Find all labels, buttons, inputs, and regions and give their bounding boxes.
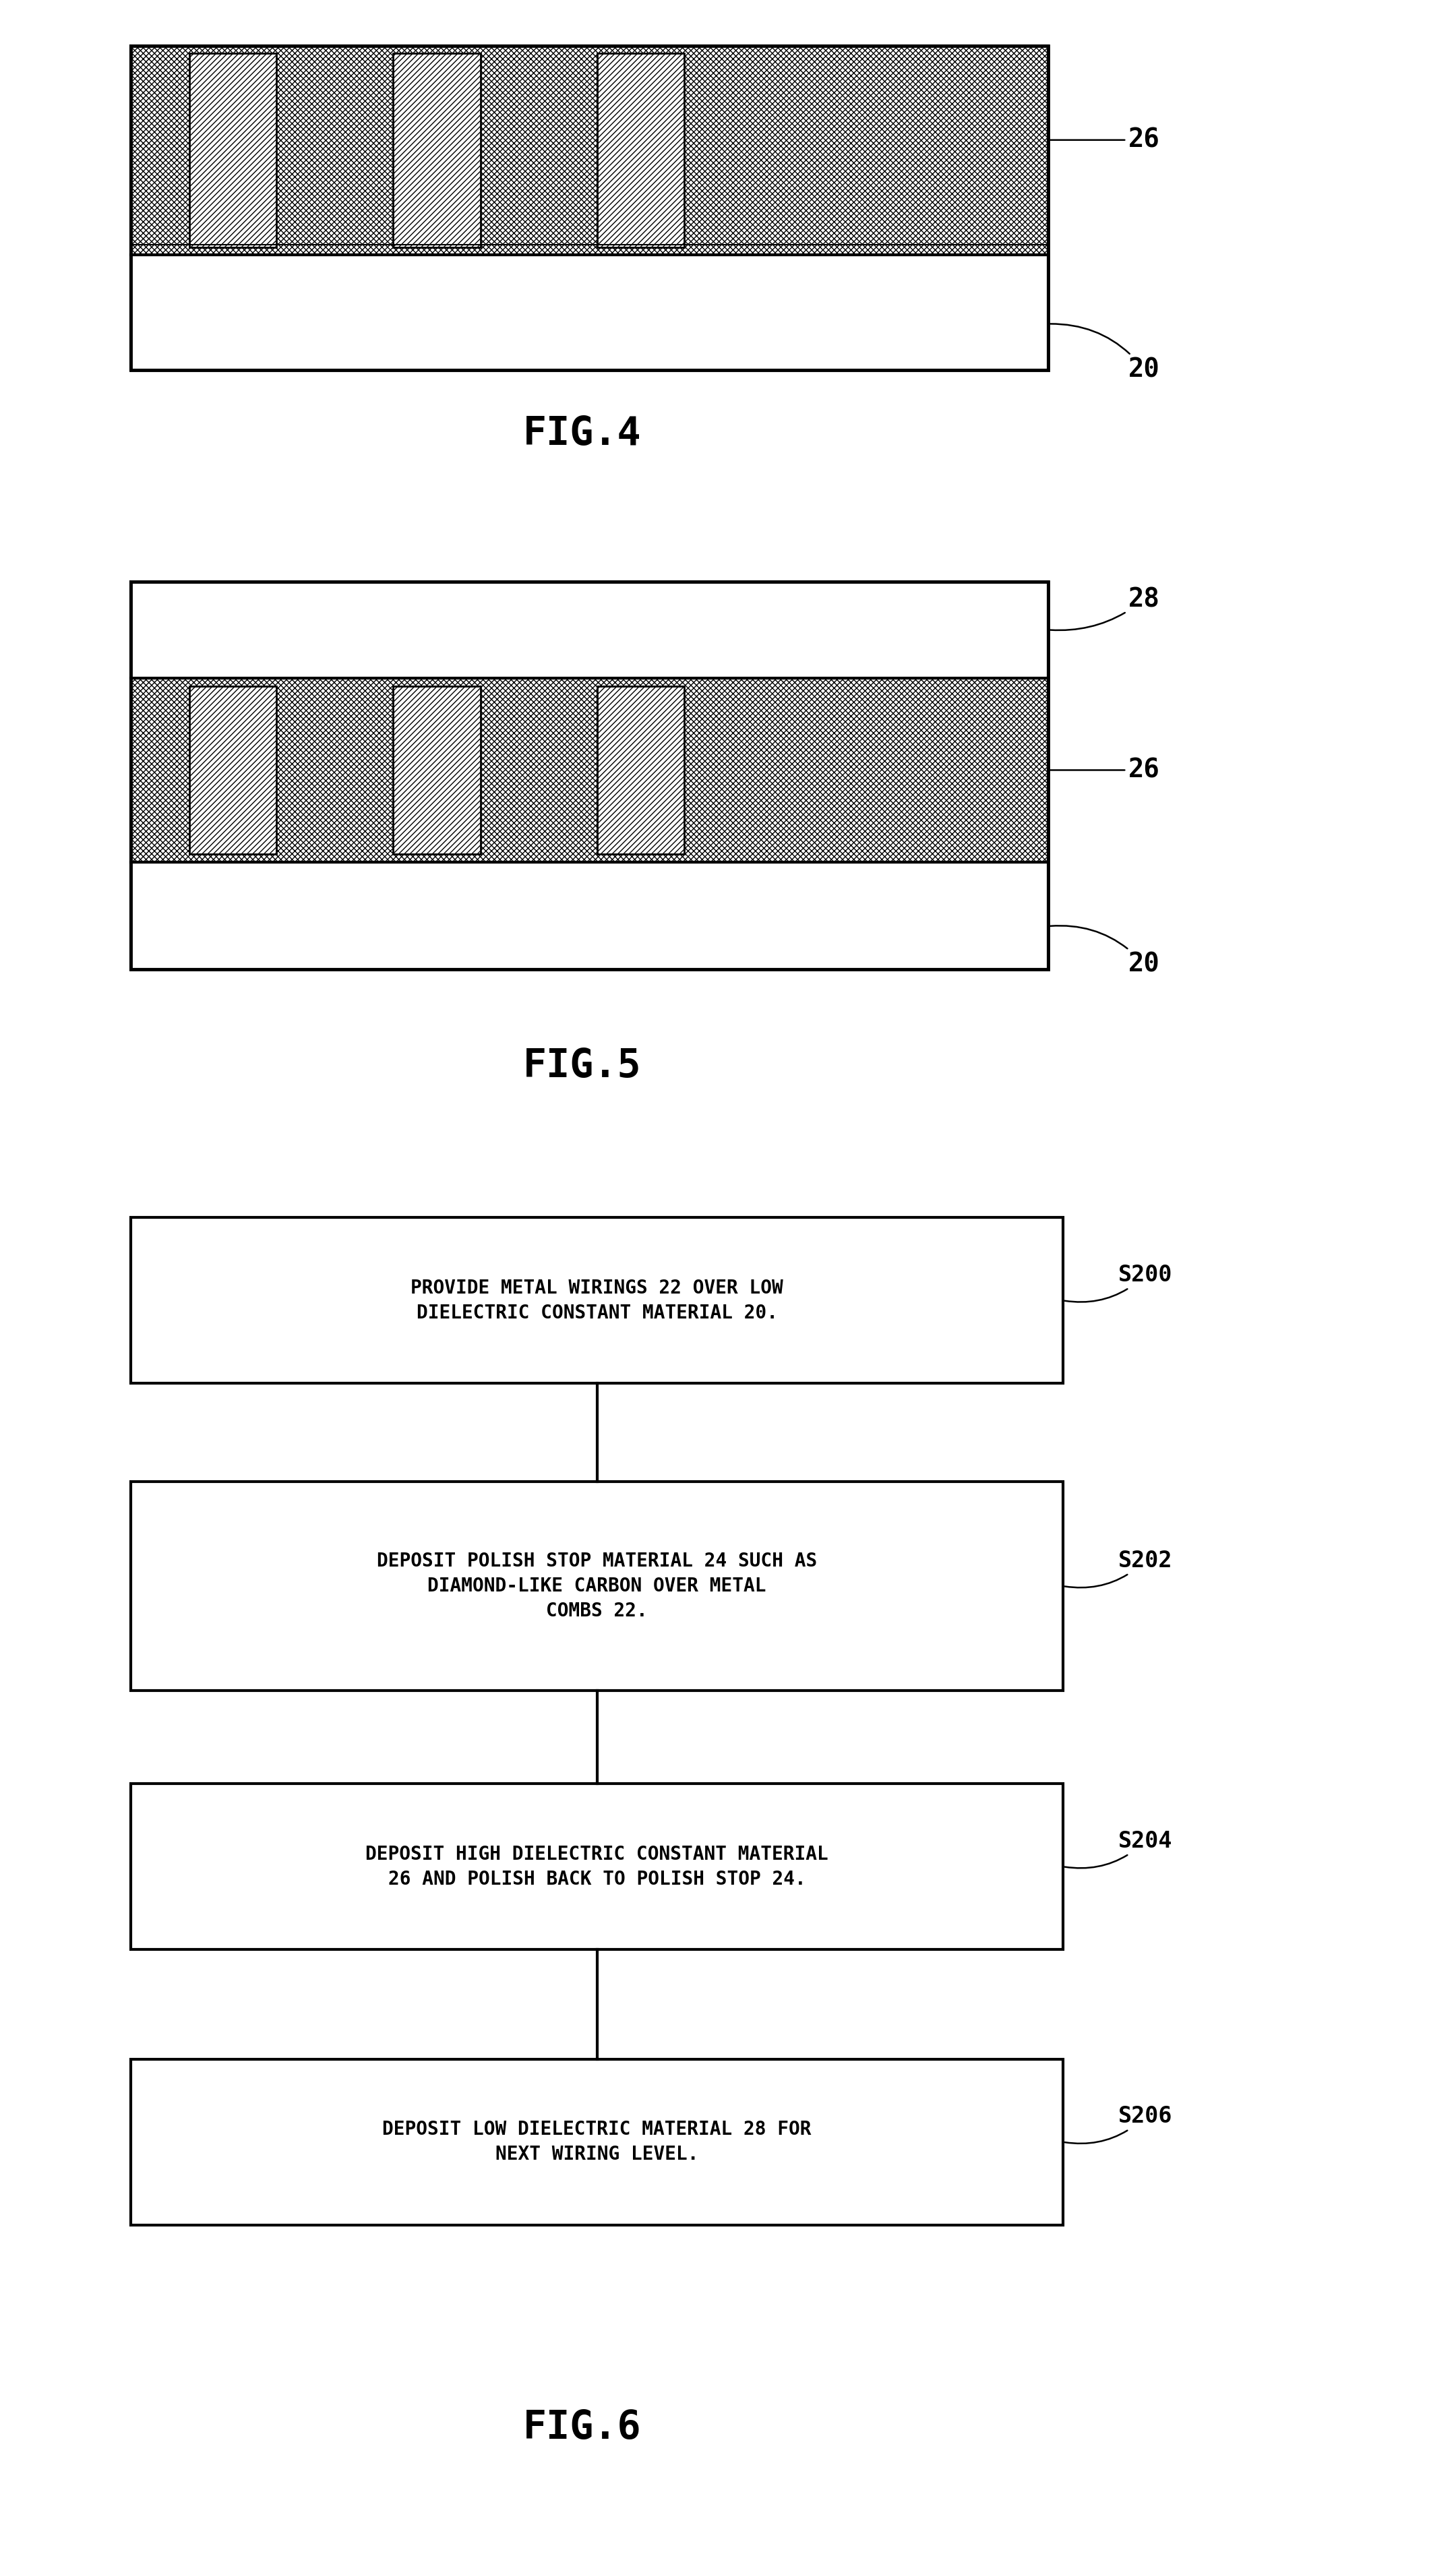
Text: 28: 28 [1050,587,1160,630]
Bar [131,2060,1063,2224]
Bar [131,46,1048,255]
Bar [131,581,1048,969]
Text: 26: 26 [1050,128,1160,153]
Text: FIG.6: FIG.6 [523,2407,642,2448]
Text: FIG.4: FIG.4 [523,413,642,454]
Bar [189,54,277,247]
Bar [393,686,480,854]
Bar [131,862,1048,969]
Text: 20: 20 [1050,926,1160,977]
Text: FIG.5: FIG.5 [523,1046,642,1086]
Text: PROVIDE METAL WIRINGS 22 OVER LOW
DIELECTRIC CONSTANT MATERIAL 20.: PROVIDE METAL WIRINGS 22 OVER LOW DIELEC… [411,1278,783,1323]
Bar [131,1482,1063,1691]
Bar [131,1219,1063,1382]
Bar [393,54,480,247]
Bar [131,1785,1063,1948]
Bar [189,686,277,854]
Text: S206: S206 [1064,2106,1172,2145]
Text: S200: S200 [1064,1265,1172,1303]
Text: 26: 26 [1050,757,1160,783]
Text: S202: S202 [1064,1550,1172,1589]
Bar [131,581,1048,678]
Text: DEPOSIT LOW DIELECTRIC MATERIAL 28 FOR
NEXT WIRING LEVEL.: DEPOSIT LOW DIELECTRIC MATERIAL 28 FOR N… [383,2119,811,2165]
Bar [131,678,1048,862]
Text: 20: 20 [1050,324,1160,383]
Text: DEPOSIT POLISH STOP MATERIAL 24 SUCH AS
DIAMOND-LIKE CARBON OVER METAL
COMBS 22.: DEPOSIT POLISH STOP MATERIAL 24 SUCH AS … [377,1553,817,1619]
Bar [597,686,684,854]
Text: DEPOSIT HIGH DIELECTRIC CONSTANT MATERIAL
26 AND POLISH BACK TO POLISH STOP 24.: DEPOSIT HIGH DIELECTRIC CONSTANT MATERIA… [365,1844,828,1890]
Bar [131,255,1048,370]
Text: S204: S204 [1064,1831,1172,1869]
Bar [131,46,1048,370]
Bar [597,54,684,247]
